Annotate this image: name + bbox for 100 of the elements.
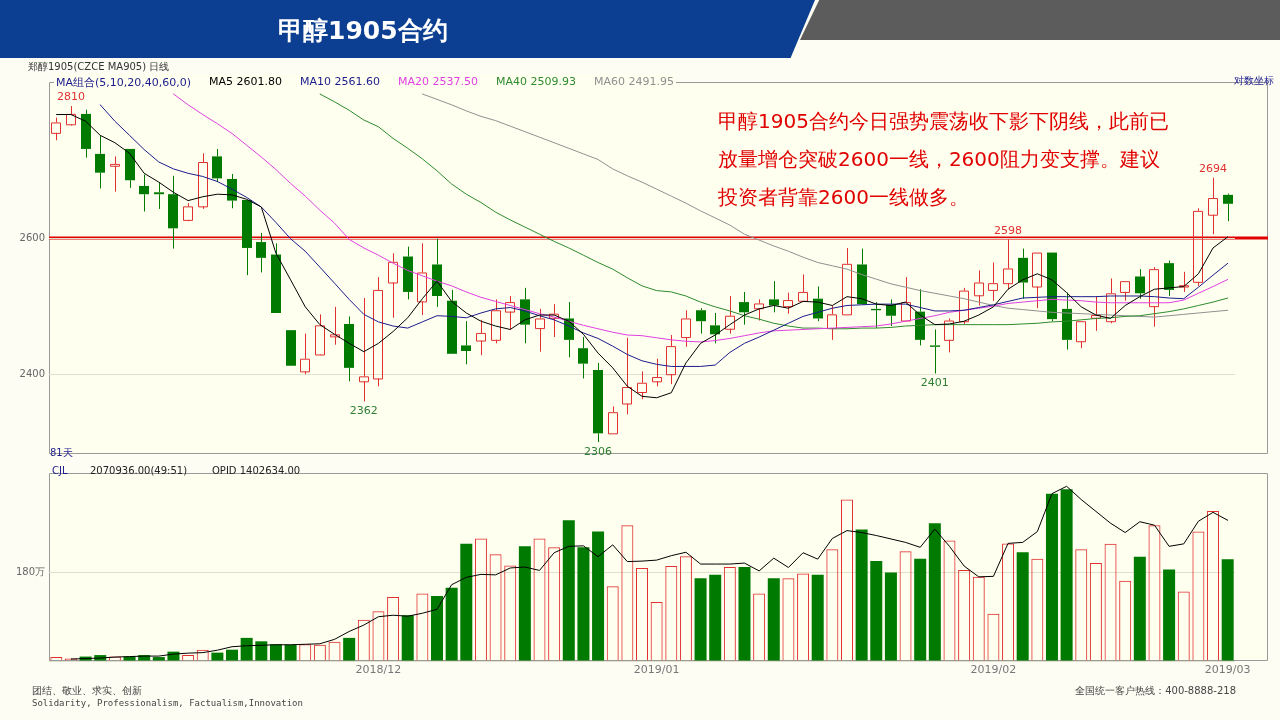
bar (445, 587, 458, 661)
candlestick (652, 358, 662, 387)
candlestick (988, 261, 998, 302)
candlestick (373, 276, 383, 387)
y-tick-label: 180万 (15, 566, 45, 578)
bar (694, 578, 707, 661)
candlestick (125, 148, 135, 189)
text: MA20 2537.50 (398, 75, 479, 90)
candlestick (1032, 252, 1042, 309)
chart-subtitle: 郑醇1905(CZCE MA905) 日线 (28, 60, 170, 74)
candlestick (930, 328, 940, 375)
text: MA60 2491.95 (594, 75, 675, 90)
candlestick (578, 336, 588, 379)
candlestick (622, 337, 632, 415)
bar (460, 543, 473, 661)
candlestick (637, 370, 647, 400)
annotation: 2070936.00(49:51) (90, 465, 188, 476)
candlestick (608, 405, 618, 435)
bar (1045, 493, 1058, 661)
bar (152, 657, 165, 661)
text: MA5 2601.80 (209, 75, 283, 90)
bar (577, 547, 590, 661)
candlestick (827, 304, 837, 341)
bar (1221, 559, 1234, 661)
candlestick (154, 182, 164, 210)
bar (269, 644, 282, 661)
candlestick (110, 155, 120, 193)
candlestick (330, 306, 340, 346)
annotation: OPID 1402634.00 (212, 465, 301, 476)
bar (226, 649, 239, 661)
annotation: 2306 (584, 444, 613, 458)
annotation: 2810 (56, 90, 85, 104)
annotation: 2694 (1199, 162, 1228, 176)
candlestick (1047, 252, 1057, 322)
candlestick (901, 276, 911, 322)
annotation: 2362 (349, 403, 378, 417)
candlestick (1223, 194, 1233, 222)
y-tick-label: 2600 (19, 231, 45, 243)
candlestick (403, 246, 413, 300)
candlestick (271, 242, 281, 313)
candlestick (798, 273, 808, 302)
candlestick (344, 315, 354, 382)
bar (211, 652, 224, 661)
candlestick (461, 320, 471, 365)
candlestick (769, 280, 779, 313)
candlestick (725, 295, 735, 335)
x-tick-label: 2019/01 (633, 663, 680, 677)
candlestick (1208, 177, 1218, 235)
candlestick (300, 333, 310, 375)
candlestick (417, 242, 427, 316)
candlestick (710, 312, 720, 344)
bar (343, 637, 356, 661)
candlestick (81, 109, 91, 159)
text: 全国统一客户热线：400-8888-218 (1075, 684, 1236, 698)
candlestick (1091, 295, 1101, 332)
candlestick (256, 232, 266, 273)
candlestick (1106, 277, 1116, 324)
candlestick (198, 152, 208, 210)
chart-title: 甲醇1905合约 (278, 15, 448, 47)
candlestick (666, 334, 676, 385)
text: 团结、敬业、求实、创新 (32, 684, 142, 698)
text: Solidarity, Professionalism, Factualism,Innovation (32, 698, 303, 708)
candlestick (1003, 238, 1013, 290)
candlestick (432, 238, 442, 308)
x-tick-label: 2018/12 (355, 663, 402, 677)
candlestick (139, 174, 149, 213)
candlestick (242, 199, 252, 276)
bar (284, 644, 297, 661)
y-tick-label: 2400 (19, 367, 45, 379)
candlestick (696, 307, 706, 335)
bar (1016, 552, 1029, 661)
annotation: 甲醇1905合约今日强势震荡收下影下阴线，此前已放量增仓突破2600一线，2600阻力变支撑。建议投资者背靠2600一线做多。 (718, 108, 1170, 211)
x-tick-label: 2019/02 (970, 663, 1017, 677)
candlestick (359, 297, 369, 402)
candlestick (388, 252, 398, 319)
chart-title: CJL (52, 465, 68, 476)
x-tick-label: 2019/03 (1204, 663, 1251, 677)
candlestick (739, 291, 749, 326)
annotation: 对数坐标 (1234, 74, 1274, 88)
candlestick (95, 134, 105, 189)
bar (123, 656, 136, 661)
candlestick (974, 269, 984, 306)
candlestick (593, 362, 603, 443)
text: MA10 2561.60 (300, 75, 381, 90)
candlestick (476, 319, 486, 356)
text: MA40 2509.93 (496, 75, 577, 90)
annotation: 2401 (920, 375, 949, 389)
annotation: 81天 (50, 446, 73, 460)
candlestick (447, 289, 457, 354)
candlestick (212, 148, 222, 183)
candlestick (1062, 292, 1072, 351)
candlestick (754, 298, 764, 322)
bar (870, 561, 883, 661)
bar (240, 637, 253, 661)
candlestick (66, 105, 76, 126)
bar (855, 529, 868, 661)
candlestick (1018, 248, 1028, 300)
bar (562, 520, 575, 661)
candlestick (1179, 271, 1189, 293)
bar (255, 641, 268, 661)
